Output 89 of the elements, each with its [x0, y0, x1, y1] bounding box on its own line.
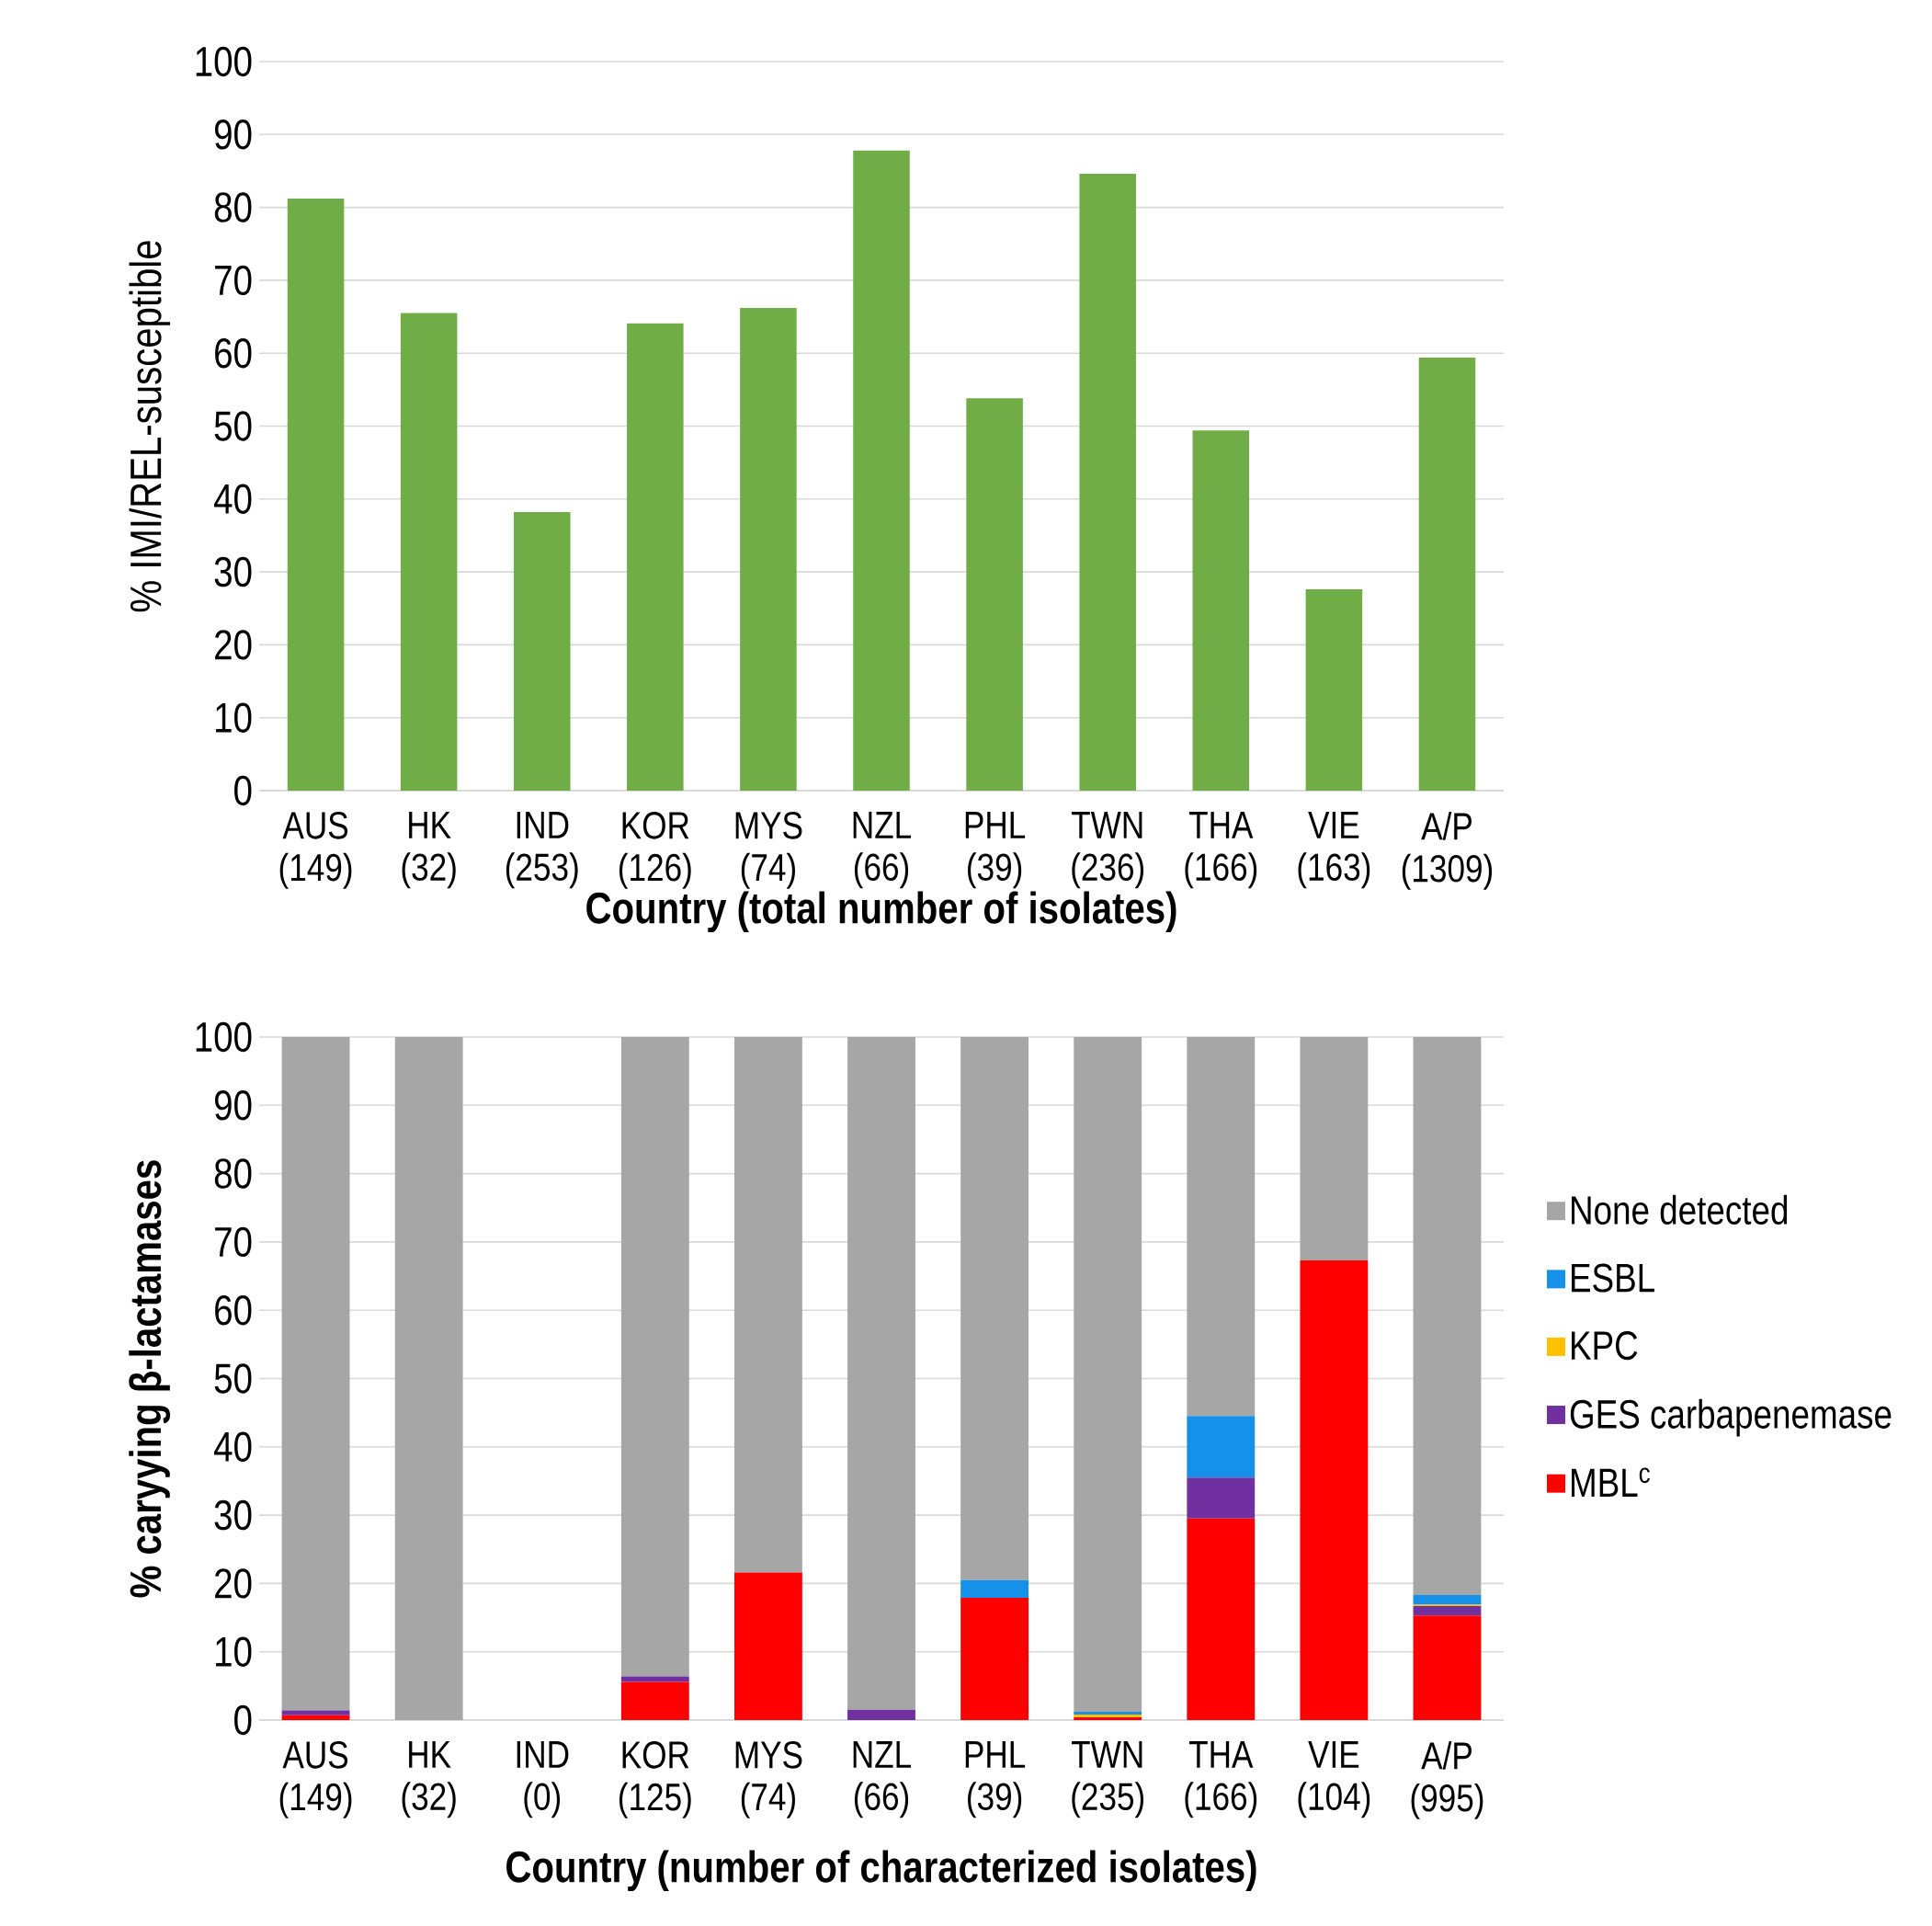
bar [394, 1036, 463, 1720]
x-tick-label: VIE (163) [1298, 812, 1370, 889]
bar [620, 1036, 689, 1677]
y-tick-label: 100 [196, 46, 252, 77]
bar [847, 1036, 915, 1710]
bar [1079, 174, 1136, 791]
y-axis-title: % IMI/REL-susceptible [129, 241, 171, 612]
bar [847, 1709, 915, 1720]
bar [1300, 1036, 1369, 1260]
bar [960, 1579, 1029, 1598]
x-tick-label: AUS (149) [279, 1741, 352, 1818]
x-tick-label: NZL (66) [853, 812, 912, 889]
x-tick-label: THA (166) [1185, 812, 1257, 889]
legend-label: KPC [1572, 1331, 1638, 1361]
y-tick-label: 60 [215, 1294, 252, 1326]
y-tick-label: 30 [214, 1499, 252, 1531]
y-tick-label: 90 [214, 1090, 252, 1121]
bar [733, 1036, 802, 1573]
bar [1300, 1259, 1369, 1720]
bar [1192, 430, 1250, 791]
x-tick-label: HK (32) [402, 1741, 456, 1818]
x-tick-label: TWN (235) [1071, 1741, 1144, 1818]
x-tick-label: A/P (995) [1411, 1741, 1483, 1819]
y-tick-label: 20 [215, 630, 252, 660]
x-tick-label: KOR (125) [619, 1741, 691, 1818]
bar [1413, 1036, 1482, 1596]
bar [620, 1676, 689, 1682]
legend-label: None detected [1572, 1194, 1788, 1225]
bar [1413, 1615, 1482, 1720]
y-tick-label: 80 [214, 1158, 252, 1189]
y-axis-title: % caryying β-lactamases [129, 1160, 171, 1598]
y-tick-label: 0 [234, 1704, 252, 1736]
bar [1413, 1595, 1482, 1605]
x-axis-title: Country (number of characterized isolates) [506, 1850, 1256, 1892]
bar [281, 1710, 350, 1715]
x-tick-label: PHL (39) [965, 812, 1026, 889]
x-axis-title: Country (total number of isolates) [586, 891, 1176, 933]
x-tick-label: THA (166) [1185, 1741, 1257, 1818]
bar [1187, 1416, 1256, 1478]
bar [400, 313, 458, 791]
bar [1305, 589, 1363, 791]
x-tick-label: TWN (236) [1071, 812, 1144, 889]
bar [1187, 1477, 1256, 1519]
bar [513, 512, 571, 791]
y-tick-label: 20 [215, 1568, 252, 1599]
x-tick-label: AUS (149) [279, 812, 352, 889]
x-tick-label: A/P (1309) [1402, 812, 1493, 890]
x-tick-label: VIE (104) [1298, 1741, 1370, 1818]
x-tick-label: KOR (126) [619, 812, 691, 889]
x-tick-label: HK (32) [402, 812, 456, 889]
y-tick-label: 30 [214, 556, 252, 587]
x-tick-label: MYS (74) [735, 1741, 802, 1818]
bar [627, 323, 684, 791]
x-tick-label: MYS (74) [735, 812, 802, 889]
legend-label: GES carbapenemase [1570, 1398, 1892, 1437]
y-tick-label: 10 [216, 702, 252, 733]
y-tick-label: 100 [196, 1021, 252, 1053]
bar [960, 1036, 1029, 1580]
bar [1074, 1036, 1142, 1713]
bar [966, 398, 1023, 791]
y-tick-label: 50 [214, 1363, 252, 1394]
bar [740, 308, 797, 791]
bar [960, 1598, 1029, 1720]
y-tick-label: 40 [214, 1431, 252, 1463]
y-tick-label: 60 [215, 337, 252, 369]
bar [1418, 357, 1476, 791]
y-tick-label: 40 [214, 484, 252, 514]
y-tick-label: 10 [216, 1636, 252, 1667]
bar [853, 150, 910, 791]
x-tick-label: PHL (39) [965, 1741, 1026, 1818]
bar [620, 1681, 689, 1720]
y-tick-label: 90 [214, 120, 252, 150]
y-tick-label: 70 [215, 1226, 252, 1258]
bar [1187, 1518, 1256, 1720]
bar [287, 199, 345, 791]
y-tick-label: 70 [215, 265, 252, 296]
bar [733, 1572, 802, 1720]
bar [1413, 1605, 1482, 1616]
y-tick-label: 80 [214, 192, 252, 222]
legend-label: MBL$^{c}$ [1572, 1467, 1650, 1497]
x-tick-label: NZL (66) [853, 1741, 912, 1818]
x-tick-label: IND (253) [506, 812, 578, 889]
bar [281, 1715, 350, 1720]
y-tick-label: 50 [214, 411, 252, 441]
y-tick-label: 0 [234, 775, 252, 806]
legend-label: ESBL [1572, 1263, 1654, 1293]
bar [1187, 1036, 1256, 1417]
x-tick-label: IND (0) [517, 1741, 569, 1818]
bar [281, 1036, 350, 1711]
